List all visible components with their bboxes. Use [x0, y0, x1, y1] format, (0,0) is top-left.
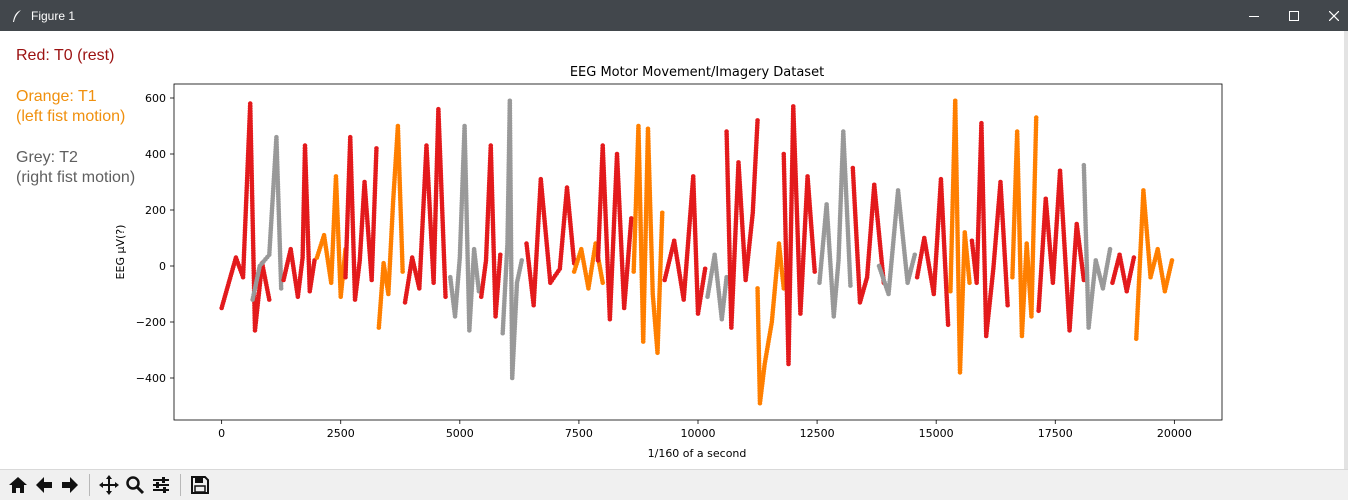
data-point — [912, 252, 918, 258]
window-title-bar: Figure 1 — [0, 0, 1348, 31]
data-point — [519, 258, 525, 263]
data-point — [400, 269, 405, 274]
close-icon[interactable] — [1314, 0, 1348, 31]
note-orange: Orange: T1 (left fist motion) — [16, 88, 126, 125]
feather-icon — [10, 9, 24, 23]
scrollbar[interactable] — [1344, 31, 1348, 469]
minimize-icon[interactable] — [1234, 0, 1274, 31]
data-point — [600, 280, 606, 286]
data-point — [812, 269, 818, 274]
data-point — [848, 283, 853, 288]
note-grey: Grey: T2 (right fist motion) — [16, 149, 136, 186]
maximize-icon[interactable] — [1274, 0, 1314, 31]
data-point — [266, 297, 272, 302]
window-title: Figure 1 — [31, 8, 76, 23]
eeg-chart: EEG Motor Movement/Imagery Dataset 0 2500… — [114, 65, 1223, 460]
data-point — [702, 266, 708, 272]
chart-title: EEG Motor Movement/Imagery Dataset — [570, 65, 824, 80]
data-point — [967, 280, 972, 286]
data-point — [945, 322, 951, 328]
data-point — [629, 216, 634, 221]
data-point — [755, 118, 760, 123]
data-point — [498, 252, 503, 258]
data-point — [443, 294, 448, 300]
data-point — [278, 286, 284, 291]
note-red: Red: T0 (rest) — [16, 47, 115, 64]
data-point — [374, 146, 379, 151]
data-point — [659, 210, 665, 216]
chart-marks — [219, 98, 1175, 406]
